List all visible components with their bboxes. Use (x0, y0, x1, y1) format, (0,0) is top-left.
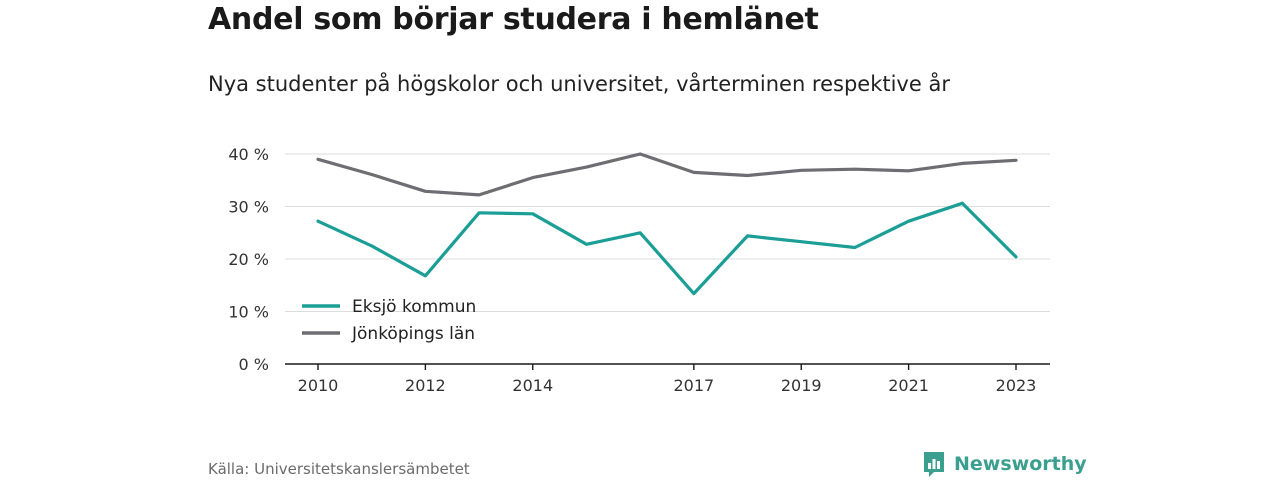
legend-label: Eksjö kommun (352, 297, 476, 317)
chart-subtitle: Nya studenter på högskolor och universit… (208, 72, 950, 96)
series-lines (316, 152, 1018, 296)
series-line (316, 152, 1018, 197)
chart-title: Andel som börjar studera i hemlänet (208, 2, 819, 37)
line-chart: 0 % 10 % 20 % 30 % 40 % 2010 2012 2014 2017 2019… (228, 145, 1050, 395)
x-tick-label: 2023 (996, 376, 1037, 395)
bar-chart-logo-icon (924, 452, 944, 477)
x-tick-label: 2017 (673, 376, 714, 395)
source-note: Källa: Universitetskanslersämbetet (208, 460, 470, 478)
grid-lines (285, 153, 1050, 312)
x-tick-label: 2012 (405, 376, 446, 395)
x-tick-label: 2014 (512, 376, 553, 395)
brand-logo: Newsworthy (922, 450, 1087, 478)
legend-label: Jönköpings län (351, 324, 475, 344)
x-tick-label: 2019 (781, 376, 822, 395)
x-axis: 2010 2012 2014 2017 2019 2021 2023 (285, 363, 1050, 395)
y-tick-label: 10 % (228, 303, 269, 322)
y-tick-label: 30 % (228, 198, 269, 217)
x-tick-label: 2021 (888, 376, 929, 395)
brand-name: Newsworthy (954, 453, 1087, 475)
legend: Eksjö kommun Jönköpings län (297, 297, 476, 344)
x-tick-label: 2010 (298, 376, 339, 395)
series-line (316, 201, 1018, 296)
y-axis-ticks: 0 % 10 % 20 % 30 % 40 % (228, 145, 269, 374)
y-tick-label: 40 % (228, 145, 269, 164)
y-tick-label: 0 % (239, 355, 269, 374)
y-tick-label: 20 % (228, 250, 269, 269)
